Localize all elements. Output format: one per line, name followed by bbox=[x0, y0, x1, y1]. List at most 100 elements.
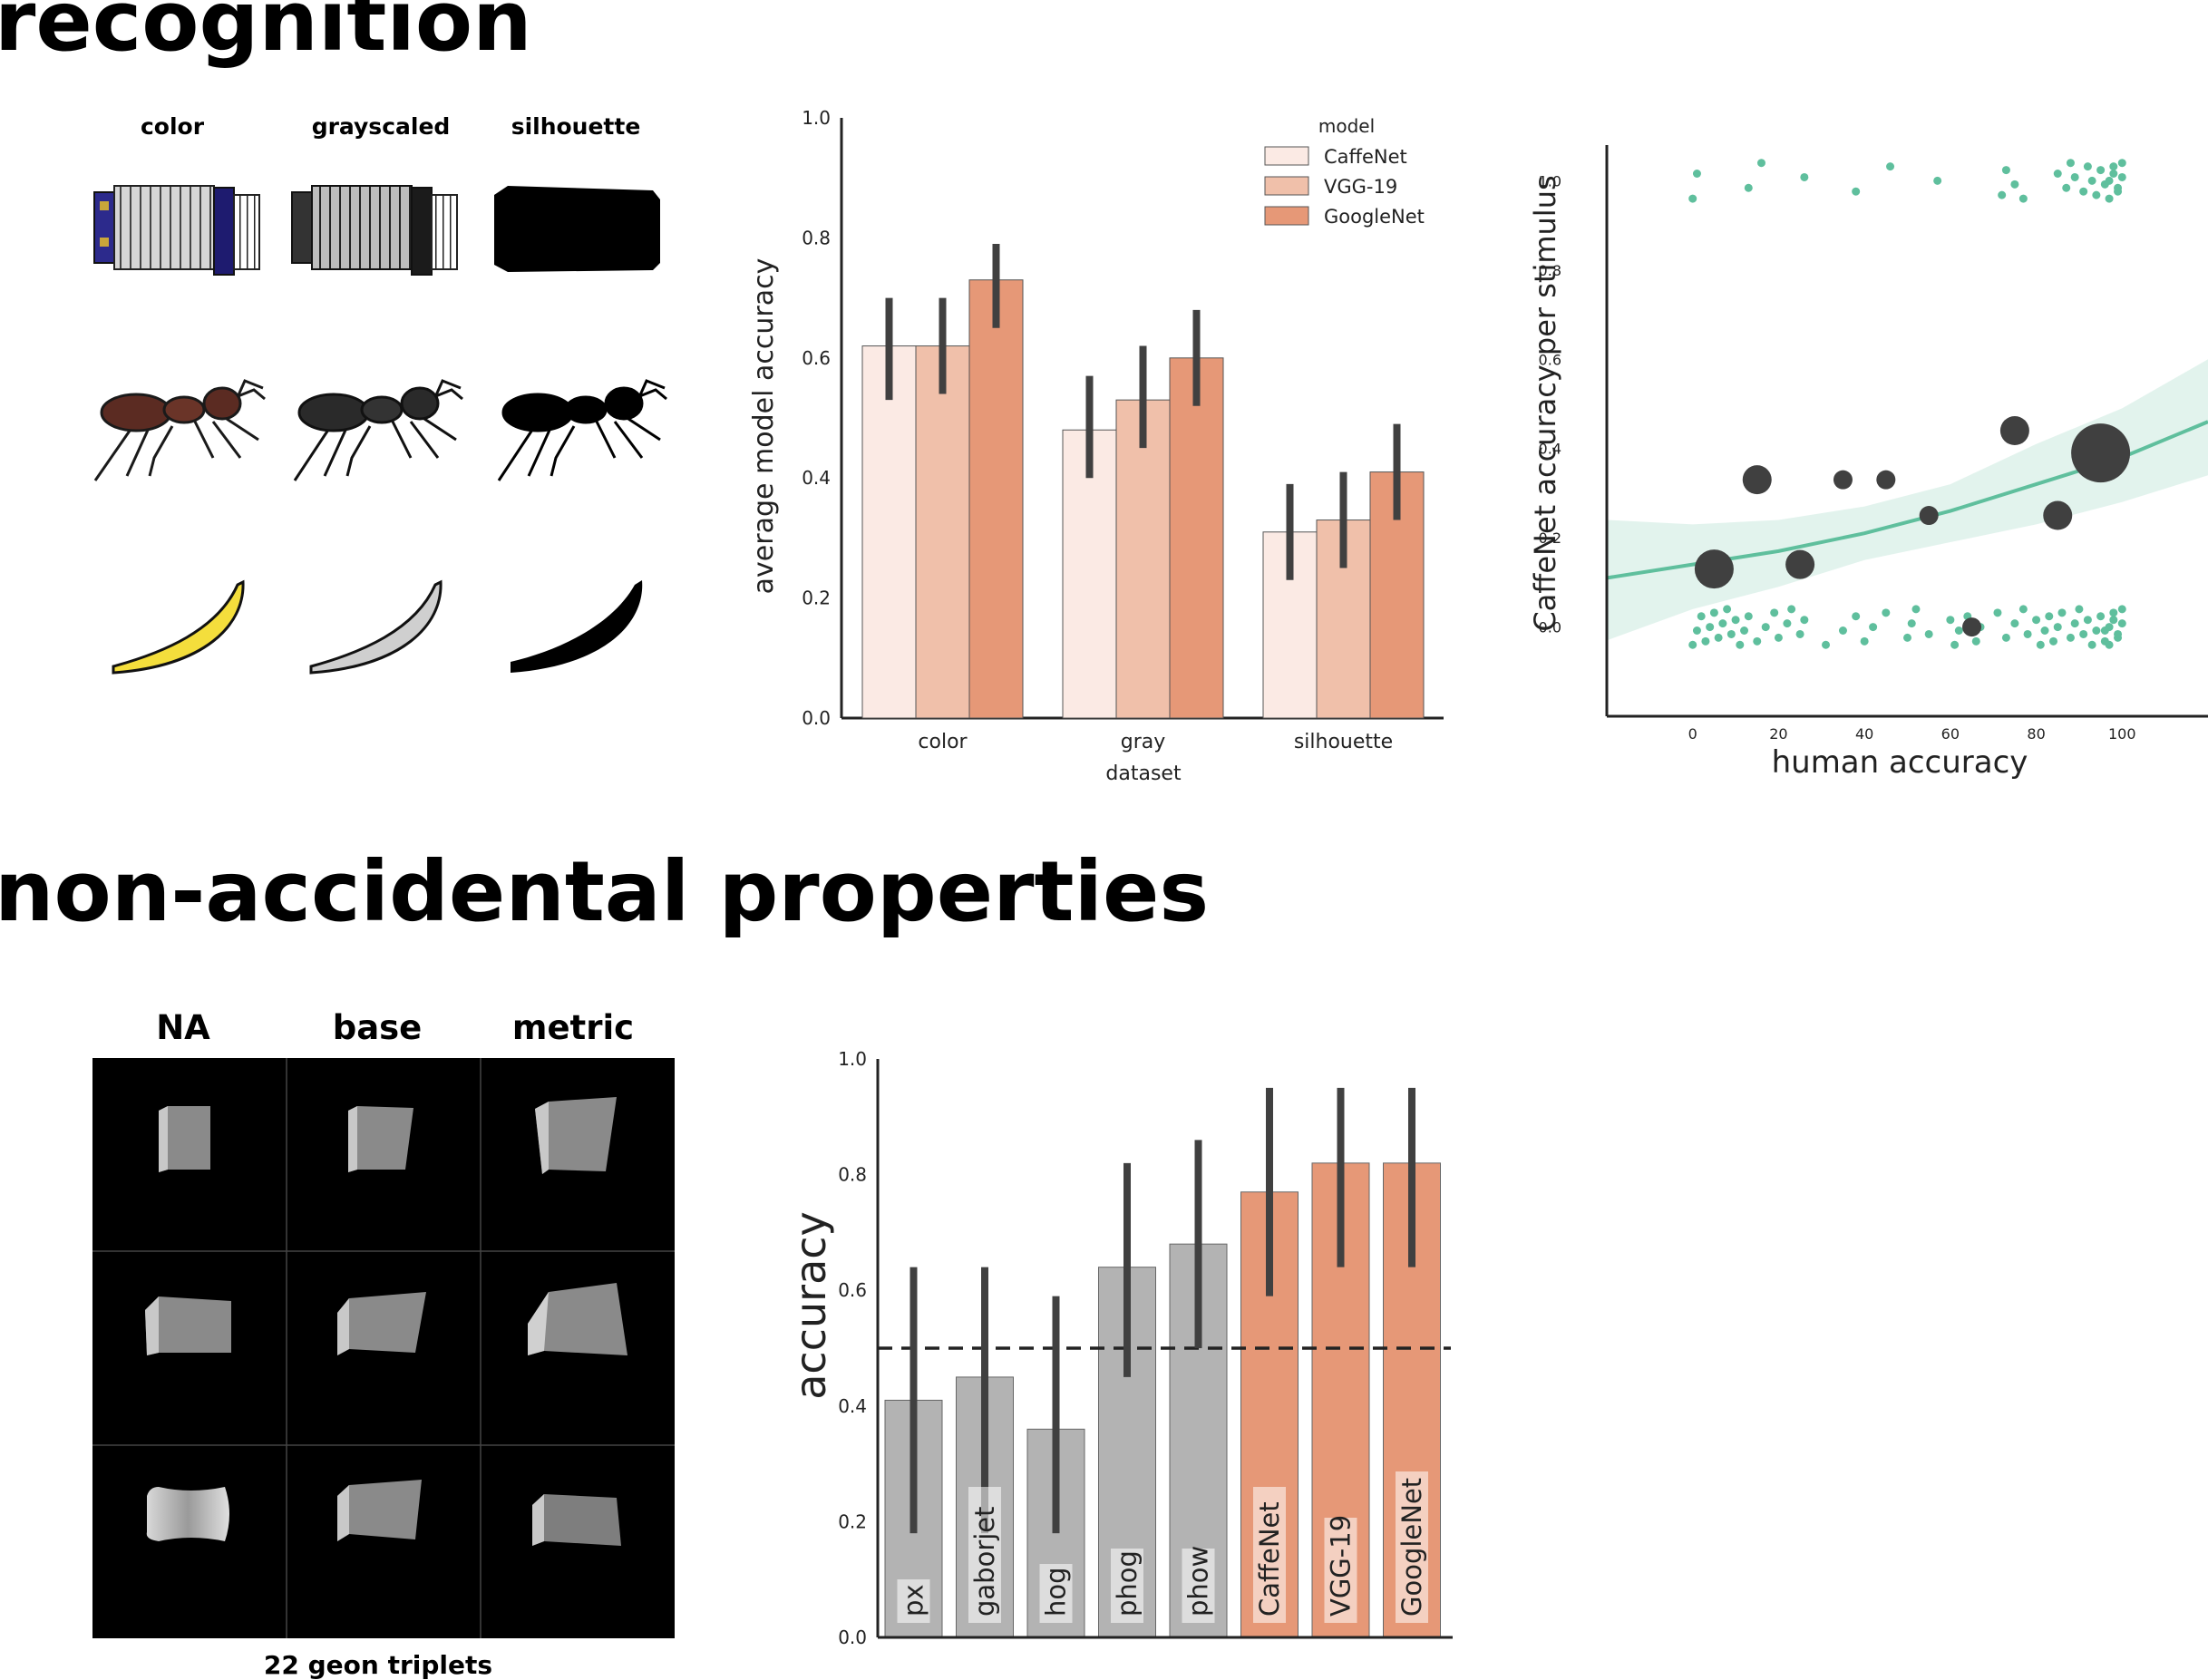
chart2-point bbox=[2040, 626, 2049, 635]
chart3-bar bbox=[1311, 1162, 1370, 1638]
chart3-label-bg bbox=[968, 1487, 1001, 1623]
chart1-bar bbox=[1115, 399, 1171, 719]
accordion-color-image bbox=[93, 185, 260, 276]
chart2-point bbox=[2083, 616, 2092, 625]
chart1-legend-label: CaffeNet bbox=[1324, 146, 1407, 168]
chart2-point bbox=[2117, 159, 2126, 168]
chart2-point bbox=[2109, 162, 2118, 171]
geon-3-metric bbox=[532, 1494, 621, 1546]
chart3-label-bg bbox=[1039, 1564, 1073, 1623]
chart2-point bbox=[1976, 623, 1985, 632]
chart1-legend-swatch bbox=[1264, 176, 1309, 196]
chart2-point bbox=[2070, 172, 2079, 181]
chart3-label-bg bbox=[1253, 1487, 1286, 1623]
chart2-point bbox=[1731, 616, 1740, 625]
chart2-point bbox=[2117, 619, 2126, 628]
chart2-ytick-label: 0.4 bbox=[1539, 441, 1561, 458]
chart2-binned-mean bbox=[1785, 549, 1815, 579]
chart2-point bbox=[1800, 616, 1809, 625]
chart2-point bbox=[1756, 159, 1765, 168]
banana-grayscaled-image bbox=[309, 579, 443, 675]
chart2-point bbox=[1740, 626, 1749, 635]
nap-col-header-na: NA bbox=[156, 1008, 210, 1047]
chart1-ytick-label: 0.0 bbox=[802, 707, 831, 729]
col-header-color: color bbox=[140, 113, 205, 140]
chart3-ytick-label: 0.6 bbox=[838, 1279, 867, 1301]
chart2-point bbox=[1706, 623, 1715, 632]
chart3-ytick-label: 0.0 bbox=[838, 1627, 867, 1648]
chart2-point bbox=[2066, 633, 2075, 642]
chart1-error-bars bbox=[885, 244, 1401, 580]
chart2-point bbox=[2105, 640, 2114, 649]
ant-grayscaled-image bbox=[293, 379, 463, 481]
chart2-point bbox=[2018, 605, 2028, 614]
chart2-point bbox=[2018, 194, 2028, 203]
chart2-jittered-points bbox=[1688, 159, 2126, 649]
chart2-point bbox=[1822, 640, 1831, 649]
chart2-point bbox=[1736, 640, 1745, 649]
chart2-point bbox=[1744, 612, 1753, 621]
chart1-xtick-label: gray bbox=[1121, 731, 1166, 753]
chart2-point bbox=[1852, 612, 1861, 621]
chart2-point bbox=[1718, 619, 1727, 628]
recognition-stimuli-grid bbox=[93, 185, 667, 675]
chart2-point bbox=[1774, 633, 1783, 642]
chart2-point bbox=[1869, 623, 1878, 632]
chart2-binned-mean bbox=[1919, 506, 1939, 526]
chart1-legend-label: VGG-19 bbox=[1324, 176, 1397, 198]
chart3-bar-label: phog bbox=[1112, 1550, 1143, 1617]
chart3-ytick-label: 0.8 bbox=[838, 1164, 867, 1186]
chart3-error-bars bbox=[909, 1087, 1415, 1534]
ant-silhouette-image bbox=[497, 379, 667, 481]
chart2-point bbox=[2105, 176, 2114, 185]
chart2-binned-mean bbox=[2071, 423, 2131, 483]
chart2-binned-mean bbox=[1876, 470, 1896, 490]
chart1-legend-swatch bbox=[1264, 206, 1309, 226]
geon-3-base bbox=[337, 1480, 422, 1541]
chart2-confidence-band bbox=[1607, 359, 2208, 641]
chart3-ytick-label: 1.0 bbox=[838, 1048, 867, 1070]
chart3-bar-label: VGG-19 bbox=[1326, 1515, 1357, 1617]
chart1-legend-label: GoogleNet bbox=[1324, 206, 1425, 228]
chart2-binned-mean bbox=[1962, 617, 1982, 637]
chart2-xtick-label: 100 bbox=[2108, 725, 2136, 743]
chart1-ytick-label: 0.2 bbox=[802, 588, 831, 609]
chart2-point bbox=[1954, 626, 1963, 635]
chart2-ytick-label: 0.0 bbox=[1539, 619, 1561, 636]
col-header-grayscaled: grayscaled bbox=[311, 113, 451, 140]
geon-2-base bbox=[337, 1292, 426, 1355]
chart2-point bbox=[1783, 619, 1792, 628]
chart2-point bbox=[2100, 626, 2109, 635]
chart1-axes: 0.0 0.2 0.4 0.6 0.8 1.0 color gray silhouette bbox=[802, 107, 1444, 753]
chart2-point bbox=[1924, 629, 1933, 638]
chart3-bar-label: px bbox=[899, 1584, 929, 1617]
chart2-ytick-label: 1.0 bbox=[1539, 172, 1561, 189]
chart2-binned-mean bbox=[2043, 500, 2073, 530]
chart2-fit-line bbox=[1606, 420, 2208, 580]
chart1-legend: CaffeNet VGG-19 GoogleNet bbox=[1264, 146, 1425, 228]
chart2-xtick-label: 0 bbox=[1688, 725, 1697, 743]
chart3-ytick-label: 0.4 bbox=[838, 1395, 867, 1417]
chart1-legend-swatch bbox=[1264, 146, 1309, 166]
chart2-point bbox=[1911, 605, 1921, 614]
chart3-bar bbox=[956, 1376, 1014, 1638]
chart2-point bbox=[1838, 626, 1847, 635]
chart3-label-bg bbox=[1111, 1549, 1143, 1623]
chart2-point bbox=[1714, 633, 1723, 642]
chart1-xtick-label: color bbox=[918, 731, 968, 753]
chart1-bar bbox=[1316, 520, 1371, 719]
chart2-point bbox=[2032, 616, 2041, 625]
chart2-point bbox=[1770, 608, 1779, 617]
nap-col-header-base: base bbox=[332, 1008, 423, 1047]
chart1-xlabel: dataset bbox=[1105, 762, 1182, 785]
chart2-point bbox=[2057, 608, 2067, 617]
chart2-point bbox=[2100, 636, 2109, 646]
chart1-legend-title: model bbox=[1318, 115, 1375, 137]
chart3-label-bg bbox=[897, 1579, 930, 1623]
geon-1-base bbox=[348, 1106, 413, 1172]
chart2-point bbox=[2083, 162, 2092, 171]
chart2-point bbox=[1744, 183, 1753, 192]
chart1-bar bbox=[1062, 429, 1117, 719]
banana-silhouette-image bbox=[511, 580, 643, 673]
chart2-point bbox=[1795, 629, 1804, 638]
